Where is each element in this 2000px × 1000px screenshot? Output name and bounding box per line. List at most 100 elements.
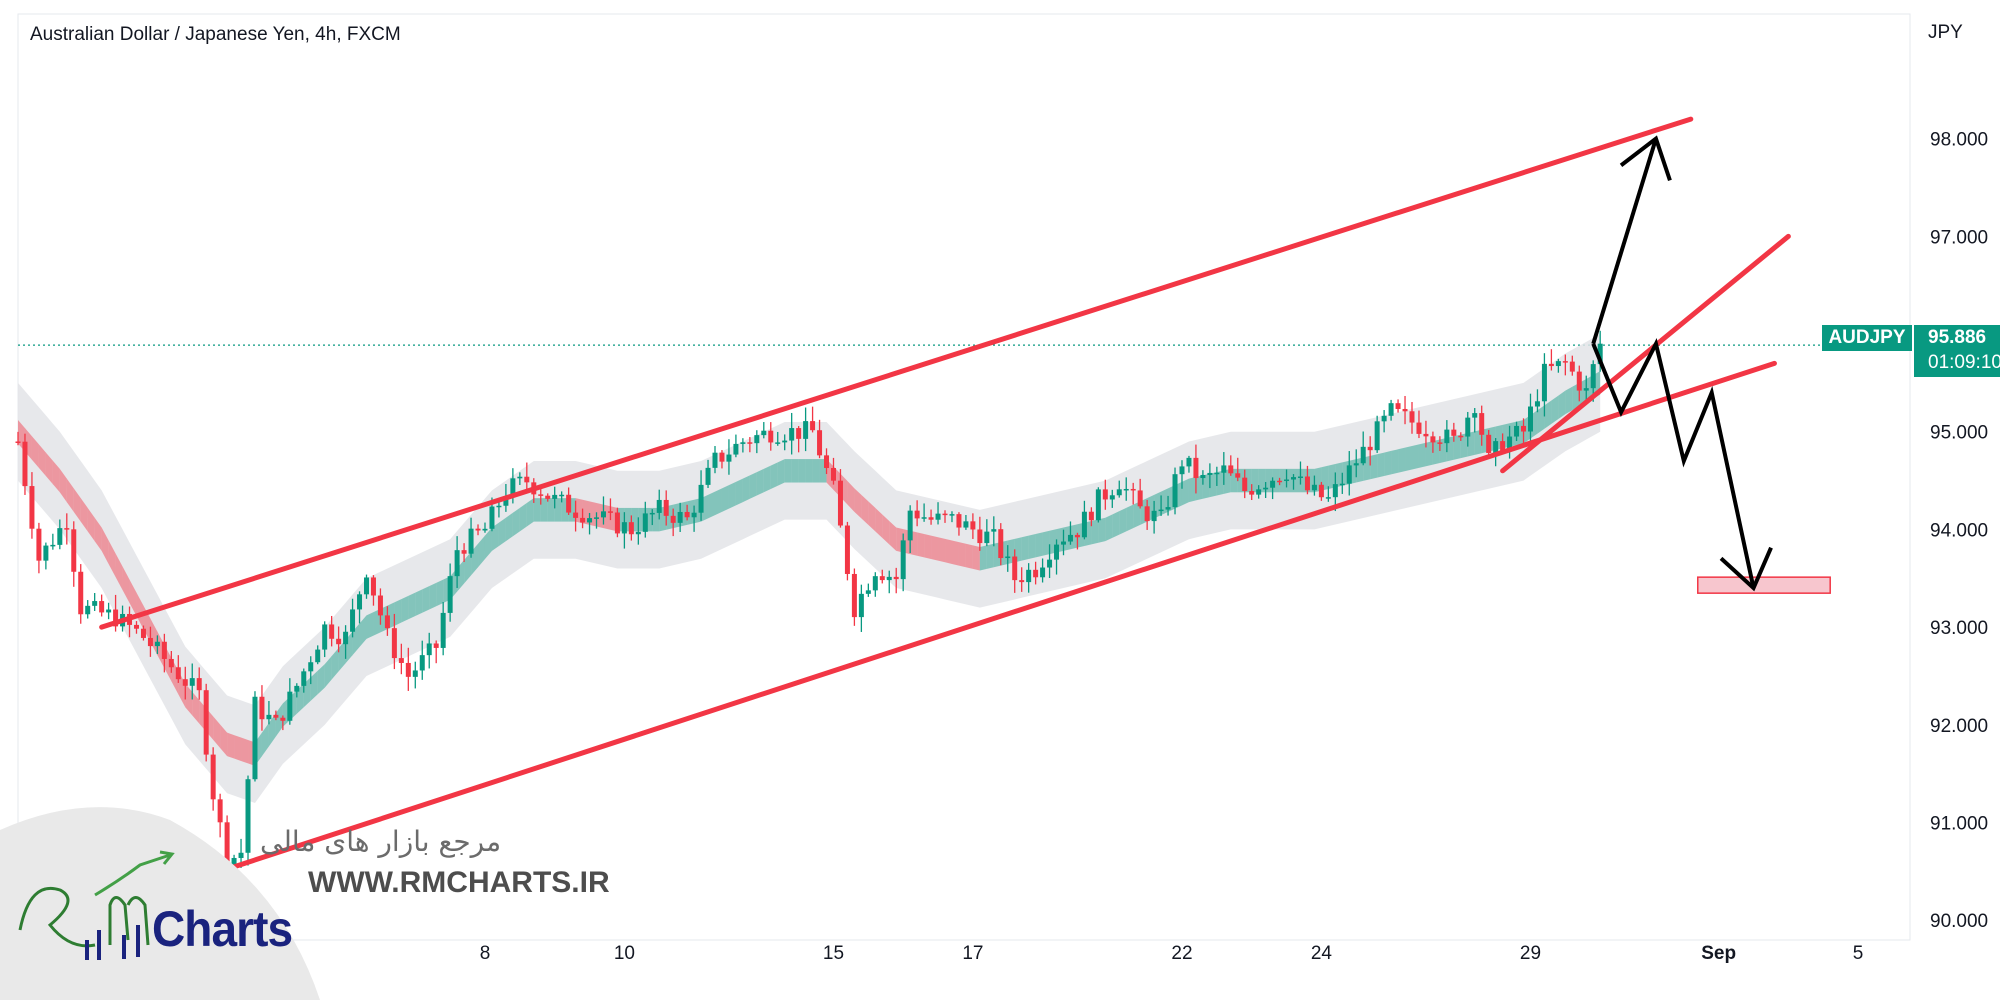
x-tick-label: 29	[1520, 943, 1541, 964]
ribbon-segment	[1418, 442, 1426, 468]
ribbon-segment	[178, 670, 186, 708]
candle-body	[1569, 361, 1575, 372]
ribbon-segment	[241, 737, 249, 764]
candle-body	[1263, 487, 1269, 490]
ribbon-segment	[66, 478, 74, 512]
ribbon-segment	[38, 444, 46, 477]
candle-body	[837, 480, 843, 526]
candle-body	[43, 545, 49, 561]
candle	[1339, 472, 1345, 494]
candle-body	[1458, 435, 1464, 438]
ribbon-segment	[791, 459, 799, 483]
candle	[426, 632, 432, 669]
ribbon-segment	[317, 664, 325, 695]
target-zone	[1697, 576, 1831, 594]
candle-body	[1534, 401, 1540, 407]
candle	[99, 594, 105, 617]
candle-body	[1249, 491, 1255, 495]
ribbon-segment	[359, 615, 367, 647]
candle	[350, 598, 356, 638]
candle-body	[440, 612, 446, 648]
candle	[203, 683, 209, 762]
candle-body	[1151, 510, 1157, 522]
candle	[259, 685, 265, 731]
candle-body	[893, 576, 899, 580]
ribbon-segment	[1021, 535, 1029, 561]
candle-body	[329, 624, 335, 639]
ribbon-segment	[875, 507, 883, 538]
x-tick-label: 15	[823, 943, 844, 964]
candle-body	[559, 494, 565, 497]
candle	[663, 490, 669, 526]
y-tick-label: 93.000	[1930, 618, 1988, 639]
candle-body	[203, 690, 209, 755]
candle	[1102, 479, 1108, 510]
ribbon-segment	[1091, 519, 1099, 545]
ribbon-segment	[213, 716, 221, 748]
ribbon-segment	[338, 639, 346, 672]
candle	[977, 516, 983, 551]
candle-body	[1576, 371, 1582, 391]
candle-body	[280, 717, 286, 721]
ribbon-segment	[931, 535, 939, 561]
candle	[677, 502, 683, 533]
candle-body	[1451, 429, 1457, 436]
candle	[496, 501, 502, 518]
candle-body	[259, 696, 265, 720]
candle-body	[803, 421, 809, 439]
candle-body	[489, 506, 495, 529]
candle	[196, 667, 202, 700]
candle	[36, 522, 42, 574]
candle-body	[1353, 463, 1359, 466]
candle-body	[614, 512, 620, 534]
candle	[1109, 489, 1115, 508]
ribbon-segment	[1370, 454, 1378, 480]
candle	[252, 691, 258, 782]
ribbon-segment	[331, 647, 339, 680]
candle	[984, 519, 990, 547]
candle-body	[210, 754, 216, 800]
candle-body	[684, 511, 690, 518]
ribbon-segment	[1551, 395, 1559, 424]
ribbon-segment	[861, 494, 869, 525]
candle-body	[182, 679, 188, 686]
candle-body	[649, 512, 655, 515]
candle	[1054, 539, 1060, 575]
watermark-url[interactable]: WWW.RMCHARTS.IR	[308, 866, 610, 899]
logo-text: Charts	[152, 901, 293, 957]
candle-body	[1270, 480, 1276, 488]
candle	[1562, 354, 1568, 376]
ribbon-segment	[868, 501, 876, 532]
ribbon-segment	[1063, 525, 1071, 551]
candle	[1270, 477, 1276, 500]
candle	[824, 448, 830, 475]
candle-body	[733, 443, 739, 455]
candle	[914, 500, 920, 527]
ribbon-segment	[429, 582, 437, 610]
candle-body	[1228, 465, 1234, 474]
ribbon-segment	[366, 612, 374, 639]
candle-body	[900, 540, 906, 580]
candle	[377, 588, 383, 625]
candle	[733, 434, 739, 458]
ribbon-segment	[847, 481, 855, 512]
candle	[1507, 425, 1513, 459]
candle	[1444, 420, 1450, 453]
ribbon-segment	[519, 503, 527, 532]
candle-body	[844, 525, 850, 574]
candle	[1047, 544, 1053, 579]
candles-layer	[15, 330, 1603, 888]
candle	[92, 593, 98, 611]
ribbon-segment	[324, 656, 332, 688]
candle	[113, 594, 119, 632]
ribbon-segment	[533, 498, 541, 522]
ribbon-segment	[1133, 501, 1141, 529]
candle-body	[384, 615, 390, 629]
candle-body	[1193, 457, 1199, 479]
ribbon-segment	[889, 520, 897, 551]
candle-body	[600, 511, 606, 518]
ribbon-segment	[52, 460, 60, 493]
candle	[524, 462, 530, 493]
candle-body	[691, 512, 697, 518]
